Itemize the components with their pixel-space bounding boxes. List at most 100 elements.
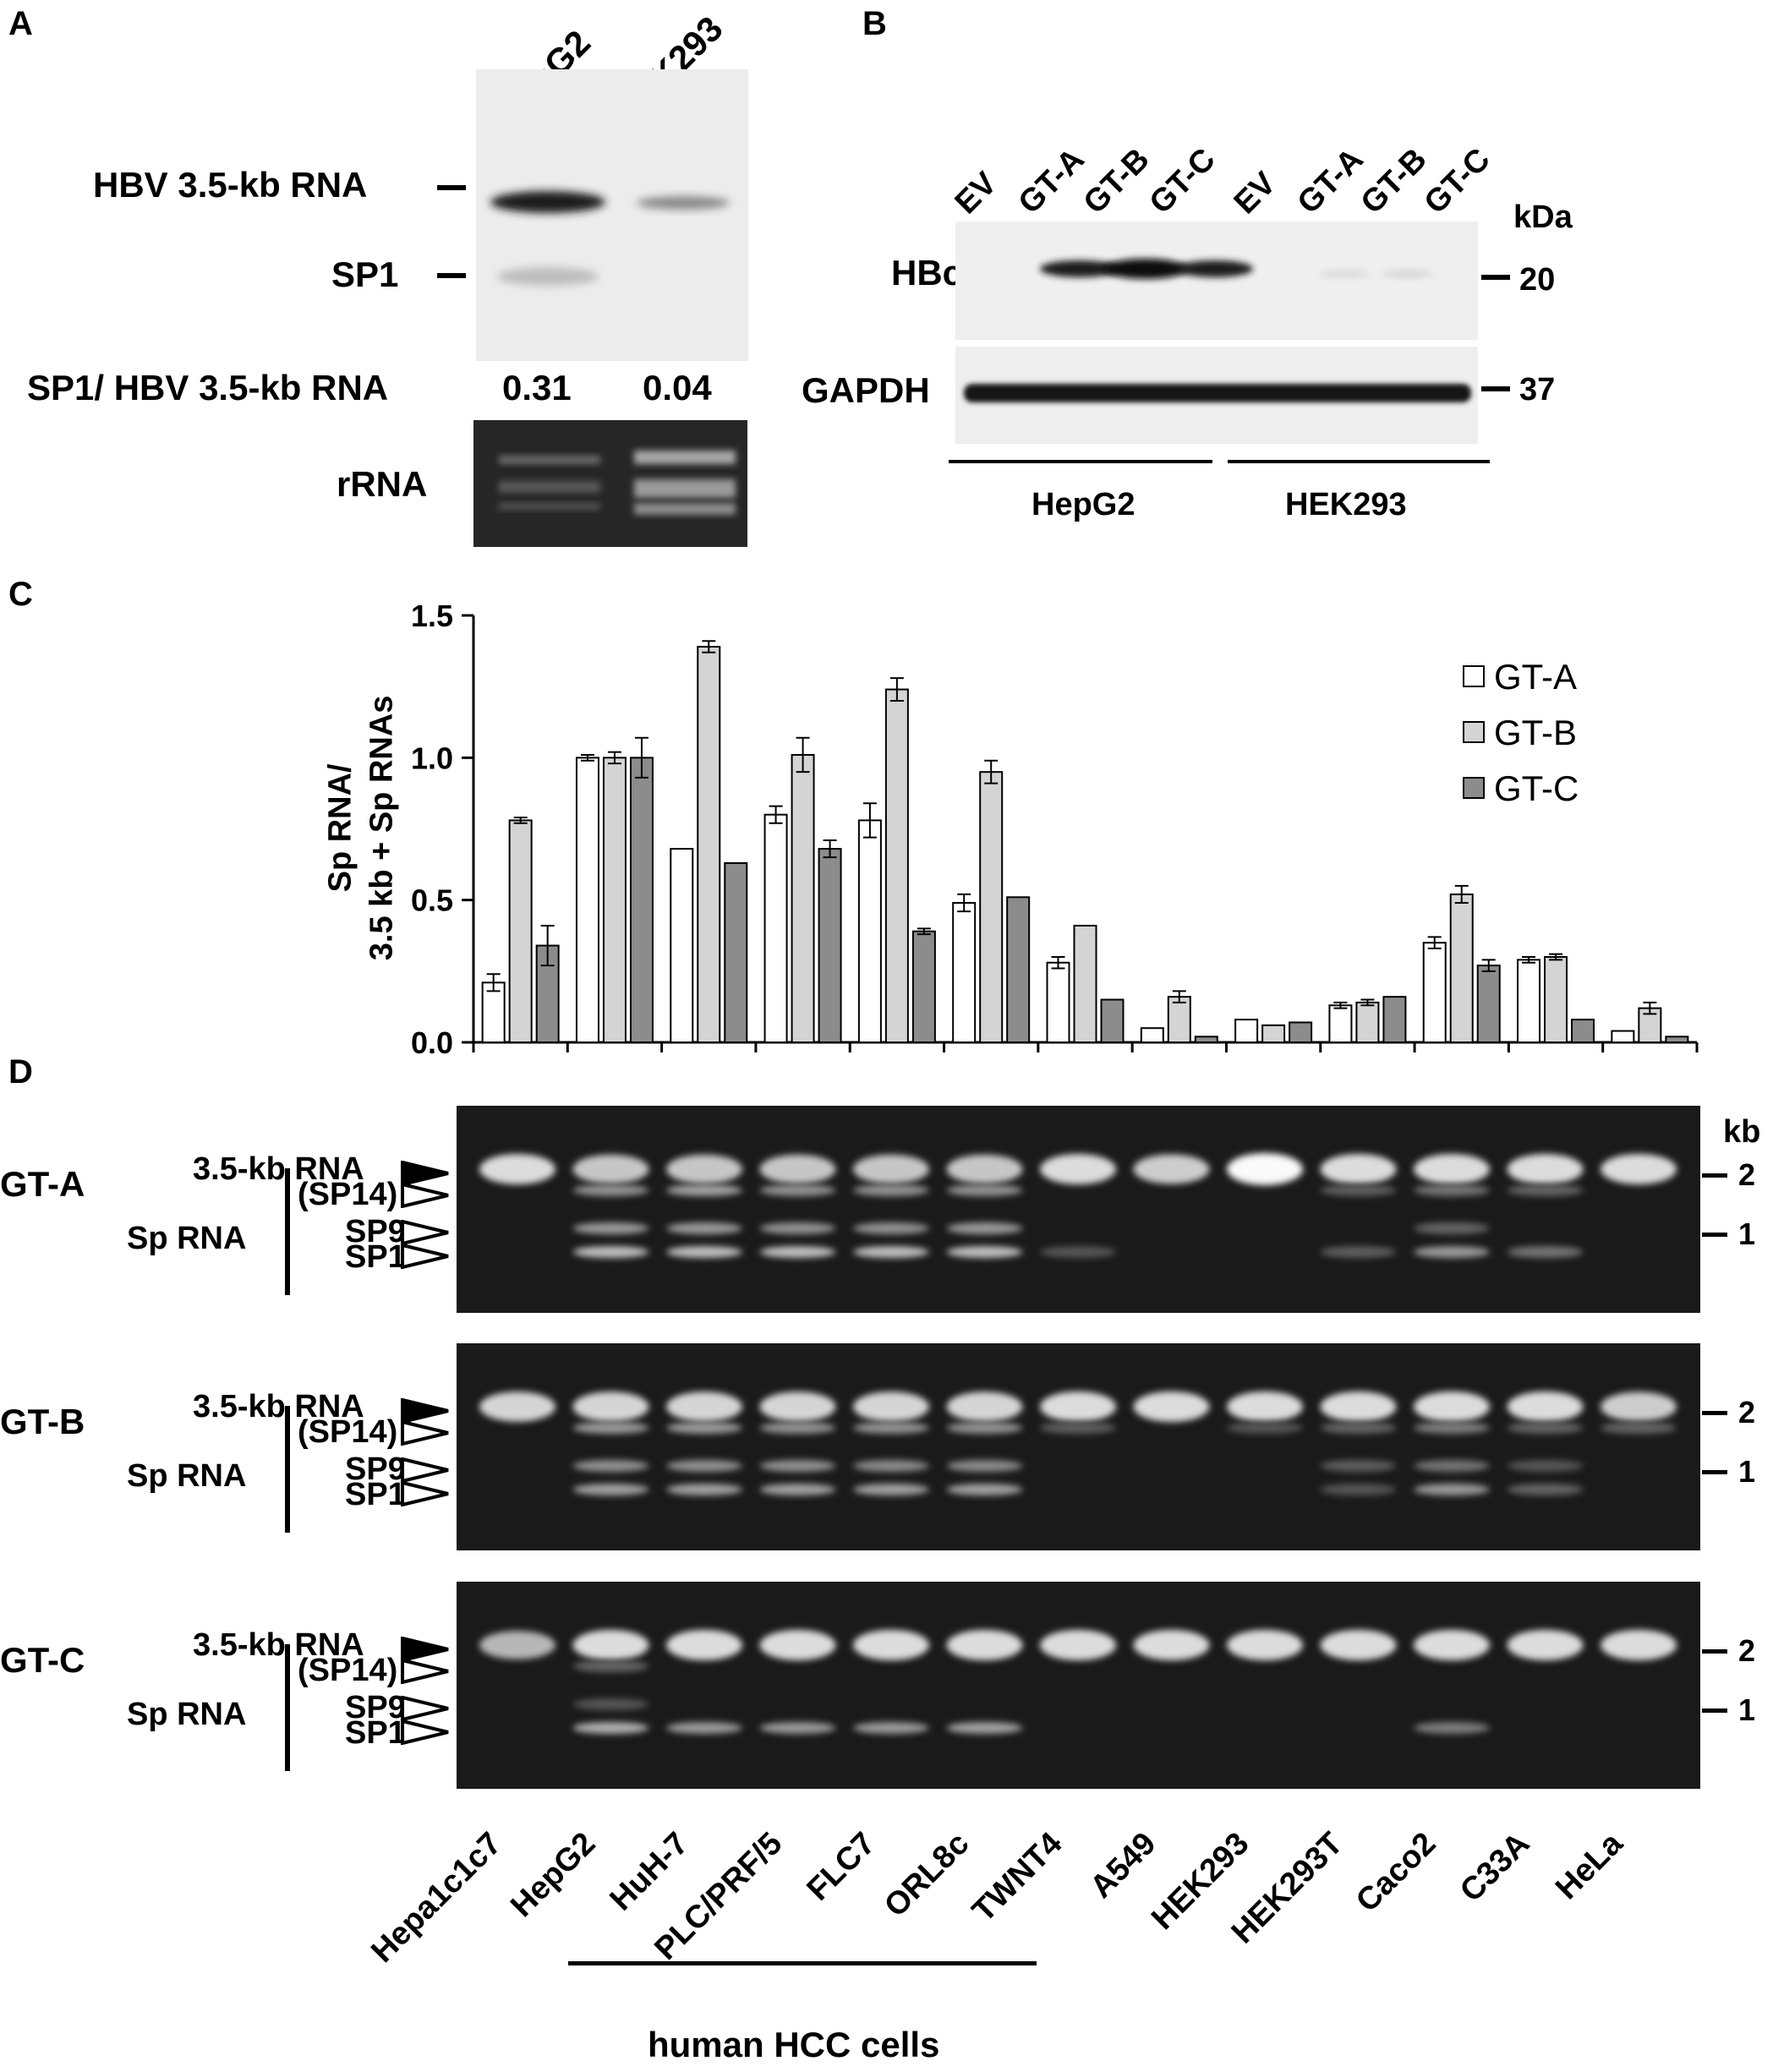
gel-band bbox=[1320, 1484, 1397, 1495]
gel-band bbox=[1507, 1460, 1584, 1472]
gel-band bbox=[1133, 1154, 1210, 1184]
agarose-gel bbox=[457, 1343, 1700, 1550]
bar bbox=[508, 819, 533, 1044]
bar bbox=[1517, 959, 1541, 1044]
bar bbox=[1422, 942, 1447, 1043]
band-label-hbv: 3.5-kb RNA bbox=[193, 1627, 364, 1663]
gel-band bbox=[572, 1391, 649, 1422]
gel-band bbox=[1414, 1154, 1490, 1184]
group-line bbox=[949, 460, 1212, 463]
filled-arrowhead-icon bbox=[401, 1161, 449, 1186]
y-tick-label: 1.5 bbox=[411, 599, 453, 633]
gel-band bbox=[946, 1154, 1023, 1184]
gel-band bbox=[1414, 1630, 1490, 1660]
gel-band bbox=[946, 1246, 1023, 1258]
gel-band bbox=[572, 1722, 649, 1734]
bar bbox=[1611, 1030, 1635, 1043]
bar bbox=[791, 753, 815, 1043]
group-label: HEK293 bbox=[1285, 487, 1407, 522]
agarose-gel bbox=[457, 1582, 1700, 1789]
lane-label: A549 bbox=[1082, 1825, 1163, 1905]
mw-tick bbox=[1702, 1173, 1727, 1178]
lane-label: HeLa bbox=[1549, 1825, 1630, 1907]
gel-band bbox=[946, 1422, 1023, 1434]
open-arrowhead-icon bbox=[401, 1659, 449, 1684]
gel-band bbox=[1133, 1391, 1210, 1422]
band-label-sp14: (SP14) bbox=[298, 1653, 398, 1688]
gel-band bbox=[853, 1154, 929, 1184]
gel-band bbox=[666, 1460, 742, 1472]
row-label: GT-A bbox=[0, 1164, 85, 1204]
panel-letter-b: B bbox=[862, 5, 887, 42]
open-arrowhead-icon bbox=[401, 1420, 449, 1446]
gel-band bbox=[666, 1246, 742, 1258]
bar bbox=[724, 861, 748, 1044]
band-label-sp9: SP9 bbox=[345, 1690, 406, 1725]
band-label-sp1: SP1 bbox=[331, 254, 399, 294]
gel-band bbox=[1414, 1722, 1490, 1734]
gel-band bbox=[1414, 1391, 1490, 1422]
gel-band bbox=[759, 1154, 836, 1184]
gel-band bbox=[1507, 1422, 1584, 1434]
bar bbox=[763, 813, 788, 1044]
band-tick bbox=[437, 273, 466, 278]
gel-band bbox=[853, 1391, 929, 1422]
gel-band bbox=[853, 1630, 929, 1660]
open-arrowhead-icon bbox=[401, 1696, 449, 1721]
legend-label: GT-B bbox=[1494, 713, 1578, 752]
band-label-sp1: SP1 bbox=[345, 1715, 406, 1751]
group-label: HepG2 bbox=[1032, 487, 1135, 522]
gel-band bbox=[853, 1222, 929, 1234]
lane-label: HepG2 bbox=[503, 1825, 602, 1925]
mw-label: 2 bbox=[1738, 1395, 1756, 1430]
gel-band bbox=[572, 1154, 649, 1184]
gel-band bbox=[572, 1422, 649, 1434]
band-tick bbox=[437, 185, 466, 190]
legend-label: GT-C bbox=[1494, 768, 1579, 808]
gel-band bbox=[1414, 1184, 1490, 1196]
bar bbox=[979, 771, 1004, 1044]
bar bbox=[1571, 1019, 1595, 1043]
gel-band bbox=[479, 1631, 555, 1659]
open-arrowhead-icon bbox=[401, 1481, 449, 1506]
mw-label: 2 bbox=[1738, 1157, 1756, 1192]
mw-tick bbox=[1702, 1708, 1727, 1713]
bar bbox=[1476, 965, 1501, 1043]
gel-band bbox=[759, 1422, 836, 1434]
legend-swatch bbox=[1463, 777, 1485, 799]
mw-tick bbox=[1702, 1411, 1727, 1415]
bar bbox=[1167, 996, 1191, 1043]
mw-tick bbox=[1702, 1649, 1727, 1654]
lane-label: TWNT4 bbox=[966, 1825, 1070, 1929]
filled-arrowhead-icon bbox=[401, 1398, 449, 1424]
gel-band bbox=[1227, 1422, 1303, 1434]
bar bbox=[911, 930, 936, 1043]
bar bbox=[602, 757, 627, 1043]
gel-band bbox=[946, 1630, 1023, 1660]
bar bbox=[697, 646, 721, 1043]
ratio-value: 0.04 bbox=[643, 368, 712, 407]
lane-label: FLC7 bbox=[800, 1825, 883, 1908]
legend-swatch bbox=[1463, 665, 1485, 687]
bar bbox=[1234, 1019, 1259, 1043]
y-tick-label: 0.5 bbox=[411, 883, 453, 918]
mw-label: 1 bbox=[1738, 1216, 1756, 1251]
gel-band bbox=[1040, 1630, 1116, 1660]
gel-band bbox=[759, 1460, 836, 1472]
bar bbox=[1382, 996, 1407, 1043]
gel-band bbox=[1507, 1246, 1584, 1258]
sp-bracket bbox=[285, 1644, 290, 1771]
gel-band bbox=[572, 1246, 649, 1258]
legend-label: GT-A bbox=[1494, 657, 1578, 697]
gel-band bbox=[1507, 1391, 1584, 1422]
gel-band bbox=[666, 1422, 742, 1434]
sp-rna-label: Sp RNA bbox=[127, 1697, 247, 1732]
bar bbox=[1665, 1036, 1689, 1044]
gel-band bbox=[946, 1484, 1023, 1495]
ratio-label: SP1/ HBV 3.5-kb RNA bbox=[27, 368, 389, 407]
gel-band bbox=[1507, 1154, 1584, 1184]
bar bbox=[1544, 956, 1568, 1043]
northern-blot-a bbox=[476, 69, 748, 361]
gel-band bbox=[759, 1484, 836, 1495]
bar-chart: 0.0 0.5 1.0 1.5 bbox=[411, 599, 1699, 1060]
